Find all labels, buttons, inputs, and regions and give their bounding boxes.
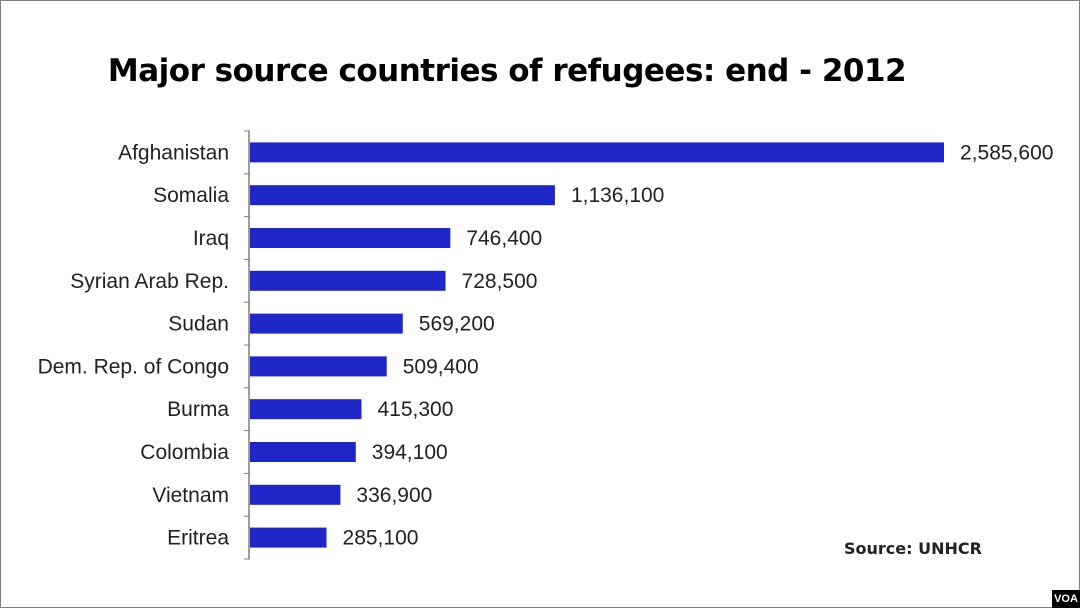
value-label: 415,300: [377, 398, 453, 421]
bar: [250, 356, 387, 377]
category-label: Burma: [167, 398, 229, 421]
bar: [250, 399, 362, 420]
category-label: Vietnam: [152, 484, 229, 507]
value-label: 1,136,100: [571, 184, 664, 207]
bar: [250, 484, 341, 505]
category-label: Colombia: [140, 441, 229, 464]
bar: [250, 442, 356, 462]
value-label: 569,200: [419, 313, 495, 336]
category-label: Somalia: [153, 184, 229, 207]
value-label: 336,900: [356, 484, 432, 507]
category-label: Dem. Rep. of Congo: [38, 355, 229, 378]
value-label: 509,400: [403, 355, 479, 378]
category-label: Iraq: [193, 227, 229, 250]
bar: [250, 228, 451, 248]
chart-title: Major source countries of refugees: end …: [107, 53, 907, 89]
bar: [250, 313, 403, 334]
value-label: 285,100: [343, 527, 419, 550]
category-label: Afghanistan: [118, 141, 229, 164]
value-label: 2,585,600: [960, 141, 1053, 164]
bar: [250, 142, 944, 163]
category-label: Syrian Arab Rep.: [70, 270, 229, 293]
bar: [250, 185, 555, 206]
bars-group: Afghanistan 2,585,600 Somalia 1,136,100 Iraq…: [38, 130, 1053, 560]
category-label: Eritrea: [167, 527, 229, 550]
voa-logo: VOA: [1052, 590, 1080, 608]
source-note: Source: UNHCR: [844, 539, 982, 558]
value-label: 728,500: [462, 270, 538, 293]
category-label: Sudan: [168, 313, 229, 336]
value-label: 394,100: [372, 441, 448, 464]
bar: [250, 527, 327, 548]
bar: [250, 270, 446, 291]
value-label: 746,400: [466, 227, 542, 250]
